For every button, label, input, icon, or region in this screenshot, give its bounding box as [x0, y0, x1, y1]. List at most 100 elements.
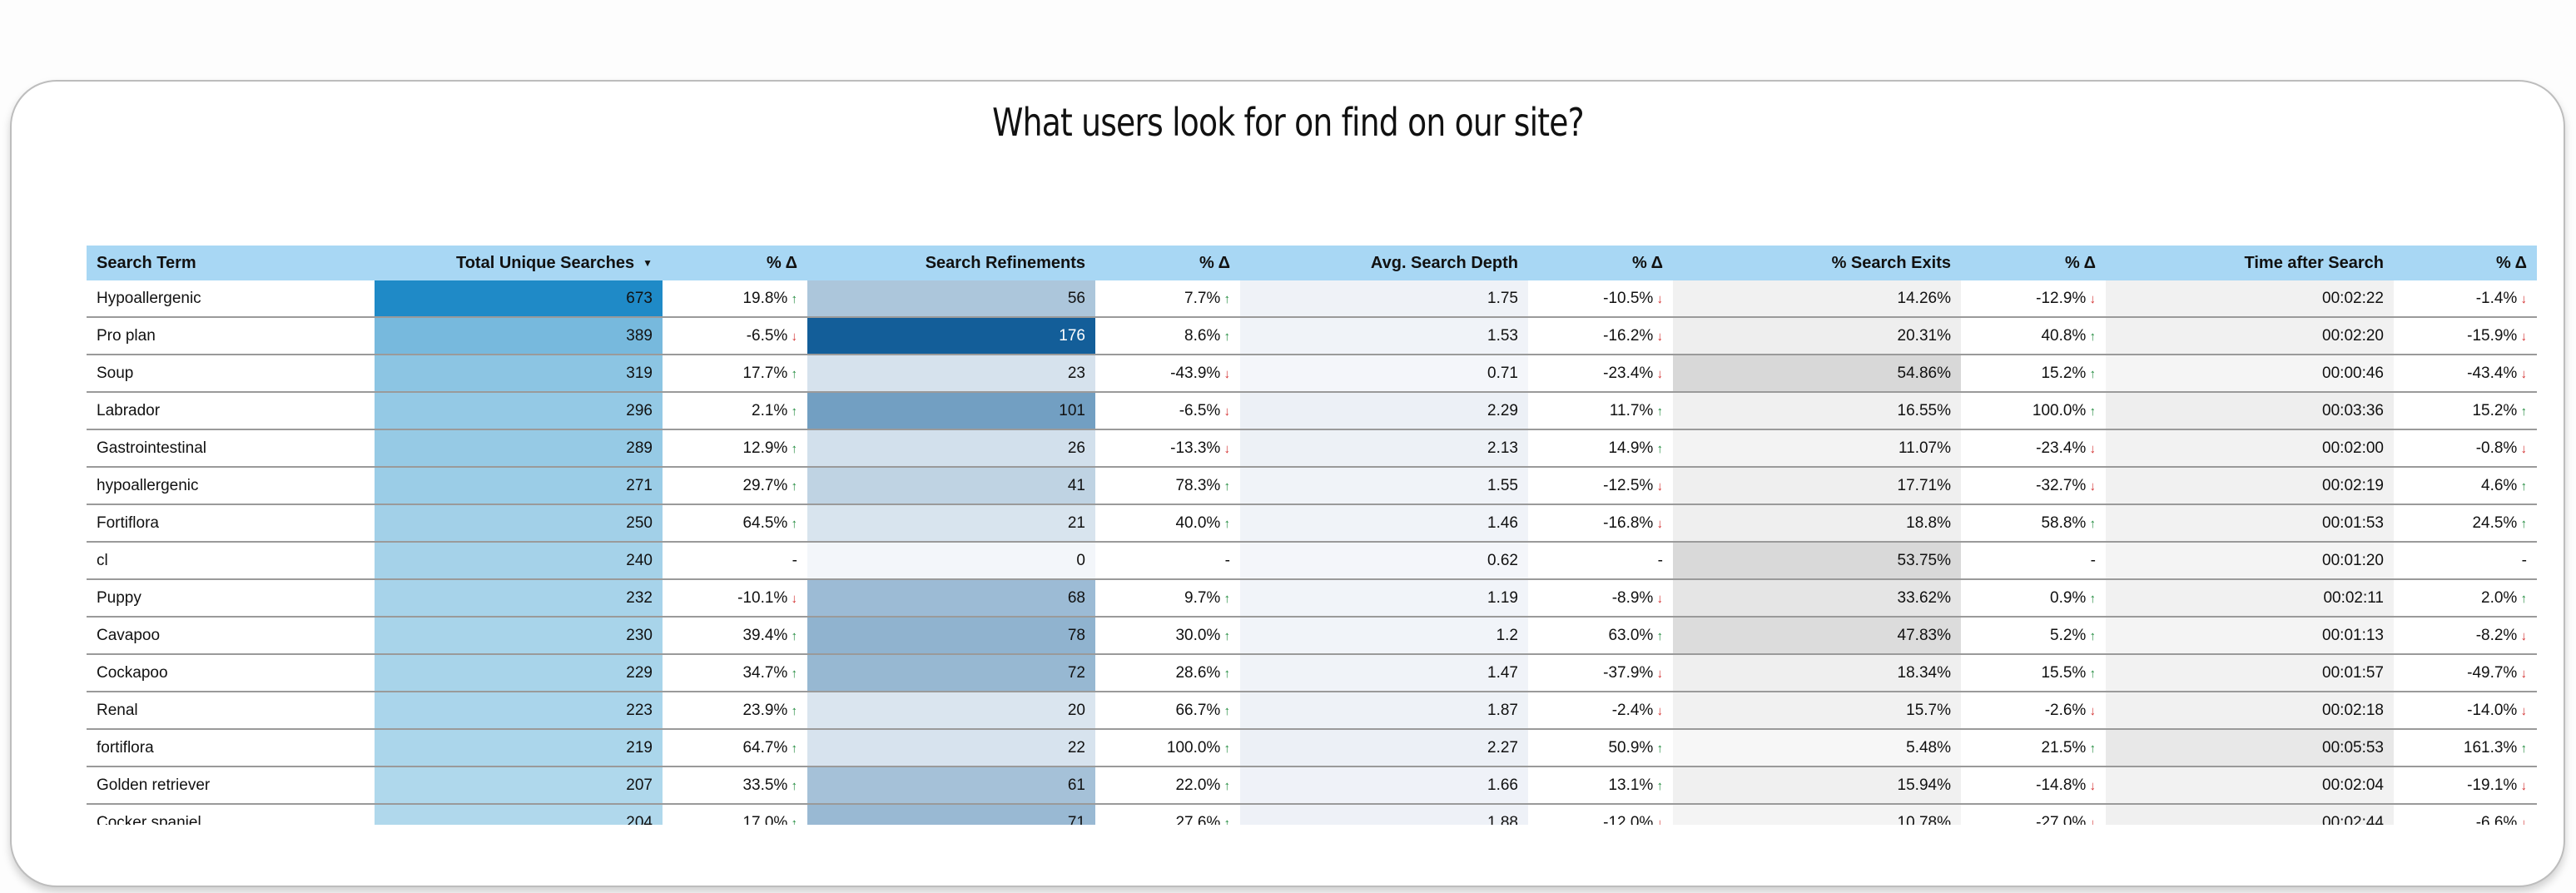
- search-exits-cell: 5.48%: [1673, 729, 1961, 767]
- searches-delta-cell: 29.7% ↑: [663, 467, 807, 505]
- search-exits-cell-value: 20.31%: [1897, 326, 1951, 345]
- column-header-total-unique-searches[interactable]: Total Unique Searches ▼: [375, 246, 663, 280]
- column-header-searches-delta[interactable]: % Δ: [663, 246, 807, 280]
- time-after-search-cell: 00:02:22: [2106, 280, 2394, 318]
- arrow-up-icon: ↑: [1220, 591, 1230, 606]
- column-header-depth-delta[interactable]: % Δ: [1528, 246, 1673, 280]
- search-exits-cell-value: 33.62%: [1897, 588, 1951, 607]
- search-term-cell-value: Cockapoo: [97, 663, 168, 682]
- arrow-down-icon: ↓: [2517, 703, 2527, 718]
- search-term-cell: cl: [87, 542, 375, 580]
- time-after-search-cell-value: 00:01:13: [2322, 626, 2384, 644]
- search-terms-table-container[interactable]: Search Term Total Unique Searches ▼ % Δ S…: [87, 246, 2537, 825]
- column-header-refinements-delta[interactable]: % Δ: [1095, 246, 1240, 280]
- column-header-time-delta[interactable]: % Δ: [2394, 246, 2537, 280]
- search-term-cell-value: Labrador: [97, 401, 161, 419]
- arrow-up-icon: ↑: [1220, 703, 1230, 718]
- column-header-avg-search-depth[interactable]: Avg. Search Depth: [1240, 246, 1528, 280]
- search-exits-cell: 18.8%: [1673, 504, 1961, 543]
- avg-search-depth-cell: 1.66: [1240, 766, 1528, 805]
- total-unique-searches-cell-value: 232: [626, 588, 653, 607]
- time-delta-cell-value: -15.9%: [2467, 326, 2518, 345]
- arrow-down-icon: ↓: [2517, 816, 2527, 826]
- table-row[interactable]: Gastrointestinal 289 12.9% ↑ 26 -13.3% ↓ 2.13…: [87, 429, 2537, 468]
- column-header-search-term[interactable]: Search Term: [87, 246, 375, 280]
- total-unique-searches-cell-value: 207: [626, 776, 653, 794]
- searches-delta-cell-value: 19.8%: [742, 289, 788, 307]
- exits-delta-cell-value: 0.9%: [2050, 588, 2087, 607]
- arrow-up-icon: ↑: [1653, 778, 1663, 793]
- time-delta-cell-value: -0.8%: [2475, 439, 2518, 457]
- time-after-search-cell-value: 00:03:36: [2322, 401, 2384, 419]
- table-row[interactable]: fortiflora 219 64.7% ↑ 22 100.0% ↑ 2.27 50.9% …: [87, 729, 2537, 767]
- total-unique-searches-cell: 250: [375, 504, 663, 543]
- search-term-cell: Cavapoo: [87, 617, 375, 655]
- searches-delta-cell: 34.7% ↑: [663, 654, 807, 692]
- arrow-up-icon: ↑: [787, 778, 797, 793]
- avg-search-depth-cell-value: 0.62: [1487, 551, 1518, 569]
- column-header-search-refinements[interactable]: Search Refinements: [807, 246, 1095, 280]
- table-row[interactable]: Renal 223 23.9% ↑ 20 66.7% ↑ 1.87 -2.4% ↓ 15.7%…: [87, 692, 2537, 730]
- time-after-search-cell: 00:02:20: [2106, 317, 2394, 355]
- search-exits-cell-value: 17.71%: [1897, 476, 1951, 494]
- table-row[interactable]: hypoallergenic 271 29.7% ↑ 41 78.3% ↑ 1.55 -12…: [87, 467, 2537, 505]
- arrow-up-icon: ↑: [1220, 291, 1230, 306]
- arrow-down-icon: ↓: [1220, 366, 1230, 381]
- depth-delta-cell-value: -10.5%: [1603, 289, 1654, 307]
- table-row[interactable]: Labrador 296 2.1% ↑ 101 -6.5% ↓ 2.29 11.7% ↑ 16…: [87, 392, 2537, 430]
- column-header-search-exits[interactable]: % Search Exits: [1673, 246, 1961, 280]
- arrow-up-icon: ↑: [2086, 516, 2096, 531]
- total-unique-searches-cell-value: 289: [626, 439, 653, 457]
- table-row[interactable]: cl 240 - 0 - 0.62 - 53.75% - 00:01:20 -: [87, 542, 2537, 580]
- time-after-search-cell-value: 00:01:53: [2322, 513, 2384, 532]
- arrow-up-icon: ↑: [787, 666, 797, 681]
- searches-delta-cell: 12.9% ↑: [663, 429, 807, 468]
- table-row[interactable]: Hypoallergenic 673 19.8% ↑ 56 7.7% ↑ 1.75 -10.…: [87, 280, 2537, 318]
- arrow-up-icon: ↑: [2086, 591, 2096, 606]
- table-row[interactable]: Pro plan 389 -6.5% ↓ 176 8.6% ↑ 1.53 -16.2% ↓ 2…: [87, 317, 2537, 355]
- refinements-delta-cell-value: 22.0%: [1175, 776, 1221, 794]
- table-row[interactable]: Puppy 232 -10.1% ↓ 68 9.7% ↑ 1.19 -8.9% ↓ 33.62…: [87, 579, 2537, 618]
- table-row[interactable]: Soup 319 17.7% ↑ 23 -43.9% ↓ 0.71 -23.4% ↓ 54.8…: [87, 355, 2537, 393]
- column-header-time-after-search[interactable]: Time after Search: [2106, 246, 2394, 280]
- sort-descending-icon[interactable]: ▼: [643, 256, 653, 269]
- exits-delta-cell-value: 100.0%: [2032, 401, 2087, 419]
- table-row[interactable]: Cockapoo 229 34.7% ↑ 72 28.6% ↑ 1.47 -37.9% ↓ 1…: [87, 654, 2537, 692]
- searches-delta-cell: 64.7% ↑: [663, 729, 807, 767]
- column-header-exits-delta[interactable]: % Δ: [1961, 246, 2106, 280]
- refinements-delta-cell-value: 27.6%: [1175, 813, 1221, 826]
- search-term-cell: Labrador: [87, 392, 375, 430]
- search-exits-cell: 15.94%: [1673, 766, 1961, 805]
- time-delta-cell: -49.7% ↓: [2394, 654, 2537, 692]
- arrow-down-icon: ↓: [2517, 778, 2527, 793]
- exits-delta-cell-value: -27.0%: [2036, 813, 2087, 826]
- table-row[interactable]: Cocker spaniel 204 17.0% ↑ 71 27.6% ↑ 1.88 -12…: [87, 804, 2537, 825]
- depth-delta-cell: -37.9% ↓: [1528, 654, 1673, 692]
- search-refinements-cell: 41: [807, 467, 1095, 505]
- exits-delta-cell-value: -14.8%: [2036, 776, 2087, 794]
- search-refinements-cell: 20: [807, 692, 1095, 730]
- avg-search-depth-cell-value: 1.2: [1496, 626, 1518, 644]
- search-refinements-cell: 26: [807, 429, 1095, 468]
- arrow-up-icon: ↑: [787, 816, 797, 826]
- time-after-search-cell: 00:02:18: [2106, 692, 2394, 730]
- search-refinements-cell-value: 56: [1067, 289, 1085, 307]
- arrow-down-icon: ↓: [2517, 329, 2527, 344]
- table-row[interactable]: Cavapoo 230 39.4% ↑ 78 30.0% ↑ 1.2 63.0% ↑ 47.8…: [87, 617, 2537, 655]
- arrow-up-icon: ↑: [1220, 516, 1230, 531]
- exits-delta-cell: -14.8% ↓: [1961, 766, 2106, 805]
- depth-delta-cell-value: -16.8%: [1603, 513, 1654, 532]
- table-row[interactable]: Golden retriever 207 33.5% ↑ 61 22.0% ↑ 1.66 1…: [87, 766, 2537, 805]
- refinements-delta-cell-value: 28.6%: [1175, 663, 1221, 682]
- avg-search-depth-cell: 1.75: [1240, 280, 1528, 318]
- time-delta-cell-value: -6.6%: [2475, 813, 2518, 826]
- searches-delta-cell: 33.5% ↑: [663, 766, 807, 805]
- search-refinements-cell: 22: [807, 729, 1095, 767]
- table-row[interactable]: Fortiflora 250 64.5% ↑ 21 40.0% ↑ 1.46 -16.8% …: [87, 504, 2537, 543]
- search-term-cell: Soup: [87, 355, 375, 393]
- depth-delta-cell-value: 63.0%: [1608, 626, 1654, 644]
- searches-delta-cell-value: -: [792, 551, 797, 569]
- arrow-up-icon: ↑: [787, 516, 797, 531]
- time-delta-cell: -1.4% ↓: [2394, 280, 2537, 318]
- search-term-cell-value: hypoallergenic: [97, 476, 199, 494]
